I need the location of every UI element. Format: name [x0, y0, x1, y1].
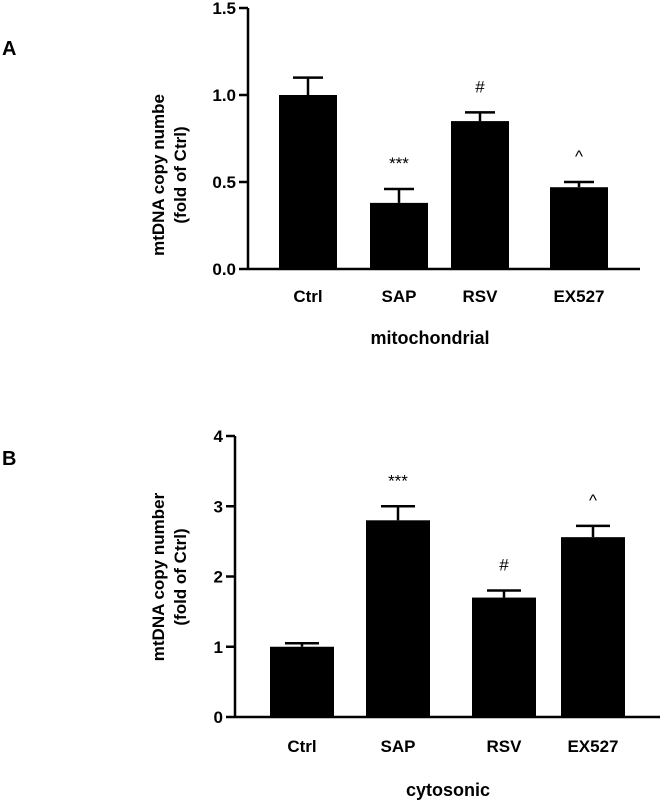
significance-mark-ex527-b: ^: [589, 491, 597, 510]
bar-ex527-b: [561, 537, 625, 717]
bar-ctrl-a: [279, 95, 337, 269]
x-tick-label-ex527-a: EX527: [553, 287, 604, 306]
y-axis-title-line1-b: mtDNA copy number: [149, 492, 168, 661]
bars-b: Ctrl SAP *** RSV # EX527 ^: [270, 471, 625, 756]
panel-a: A mtDNA copy numbe (fold of Ctrl) 0.0 0.5…: [2, 0, 640, 348]
x-tick-label-ctrl-b: Ctrl: [287, 737, 316, 756]
bars-a: Ctrl SAP *** RSV # EX527 ^: [279, 76, 608, 306]
significance-mark-ex527-a: ^: [575, 147, 583, 166]
bar-sap-a: [370, 202, 428, 269]
x-tick-label-ex527-b: EX527: [567, 737, 618, 756]
significance-mark-sap-a: ***: [389, 154, 409, 173]
y-tick-label-b: 1: [214, 638, 223, 657]
y-axis-title-line2-b: (fold of Ctrl): [171, 528, 190, 625]
y-ticks-b: 0 1 2 3 4: [214, 427, 235, 727]
x-axis-title-a: mitochondrial: [370, 328, 489, 348]
bar-sap-b: [366, 520, 430, 717]
y-tick-label-a: 0.0: [212, 260, 236, 279]
x-tick-label-sap-b: SAP: [381, 737, 416, 756]
panel-letter-a: A: [2, 38, 16, 60]
y-tick-label-b: 4: [214, 427, 224, 446]
panel-letter-b: B: [2, 448, 16, 470]
y-tick-label-b: 0: [214, 708, 223, 727]
y-tick-label-b: 2: [214, 568, 223, 587]
significance-mark-sap-b: ***: [388, 471, 408, 490]
panel-b: B mtDNA copy number (fold of Ctrl) 0 1 2 3 4…: [2, 427, 660, 800]
significance-mark-rsv-a: #: [475, 77, 485, 96]
x-tick-label-rsv-b: RSV: [487, 737, 523, 756]
y-axis-title-line1-a: mtDNA copy numbe: [149, 94, 168, 256]
x-tick-label-ctrl-a: Ctrl: [293, 287, 322, 306]
y-tick-label-a: 0.5: [212, 173, 236, 192]
bar-ex527-a: [550, 187, 608, 269]
significance-mark-rsv-b: #: [499, 556, 509, 575]
y-tick-label-b: 3: [214, 497, 223, 516]
y-tick-label-a: 1.5: [212, 0, 236, 18]
y-ticks-a: 0.0 0.5 1.0 1.5: [212, 0, 248, 279]
bar-rsv-a: [451, 121, 509, 269]
x-tick-label-rsv-a: RSV: [463, 287, 499, 306]
bar-rsv-b: [472, 597, 536, 717]
y-axis-title-line2-a: (fold of Ctrl): [171, 126, 190, 223]
x-axis-title-b: cytosonic: [406, 780, 490, 800]
x-tick-label-sap-a: SAP: [382, 287, 417, 306]
y-tick-label-a: 1.0: [212, 86, 236, 105]
bar-ctrl-b: [270, 646, 334, 717]
